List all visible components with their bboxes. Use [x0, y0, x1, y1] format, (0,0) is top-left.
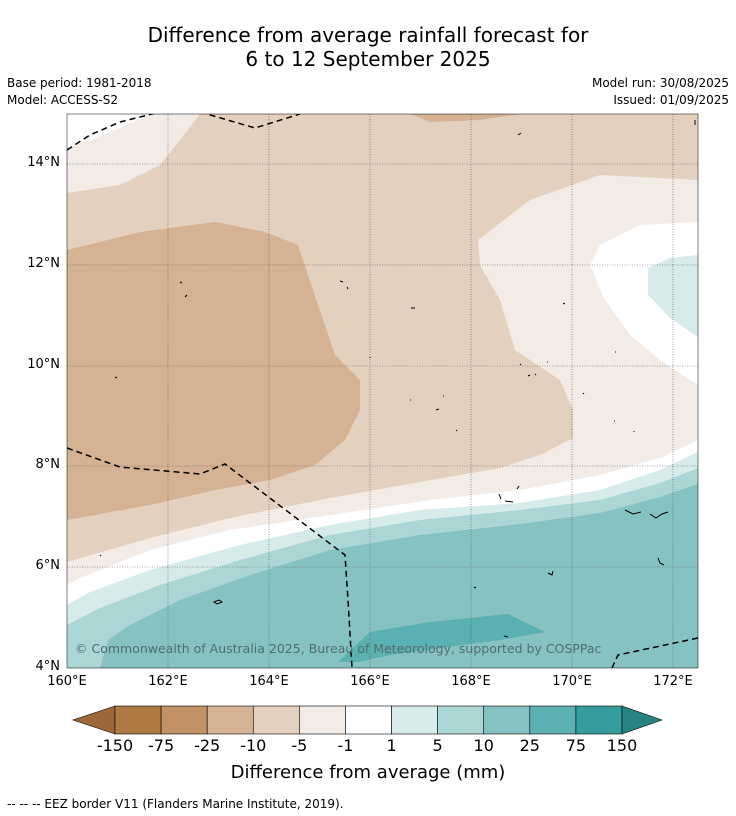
- fill-25-to-75: [338, 614, 545, 662]
- lat-label: 4°N: [35, 659, 61, 674]
- colorbar-title: Difference from average (mm): [230, 762, 506, 783]
- lat-label: 6°N: [35, 558, 61, 573]
- colorbar-swatch: [345, 705, 392, 735]
- lon-label: 162°E: [148, 674, 188, 689]
- colorbar-tick-label: -1: [337, 736, 354, 755]
- copyright-notice: © Commonwealth of Australia 2025, Bureau…: [75, 641, 602, 656]
- issued-date: Issued: 01/09/2025: [613, 93, 729, 107]
- colorbar-tick-label: 10: [473, 736, 494, 755]
- lat-label: 10°N: [27, 357, 60, 372]
- contour-fills: [67, 114, 698, 668]
- model-run: Model run: 30/08/2025: [591, 76, 729, 90]
- gridlines: [67, 114, 698, 668]
- colorbar-swatch: [529, 705, 577, 735]
- eez-footnote: -- -- -- EEZ border V11 (Flanders Marine…: [7, 797, 344, 811]
- map-title-line2: 6 to 12 September 2025: [245, 47, 491, 71]
- colorbar: [72, 705, 663, 735]
- colorbar-tick-label: 75: [565, 736, 587, 755]
- colorbar-tick-label: 5: [432, 736, 443, 755]
- lon-label: 172°E: [653, 674, 693, 689]
- colorbar-swatch: [299, 705, 346, 735]
- lon-label: 164°E: [249, 674, 289, 689]
- colorbar-tick-label: -10: [240, 736, 267, 755]
- fill-near-zero-nw: [67, 114, 150, 148]
- colorbar-tick-label: -150: [96, 736, 134, 755]
- lat-label: 14°N: [27, 155, 60, 170]
- colorbar-tick-label: 150: [606, 736, 638, 755]
- fill-minus-25-to-10: [67, 222, 360, 520]
- lat-label: 12°N: [27, 256, 60, 271]
- model-name: Model: ACCESS-S2: [7, 93, 119, 107]
- map-title-line1: Difference from average rainfall forecas…: [147, 23, 589, 47]
- eez-borders: [67, 114, 698, 668]
- islands: [99, 120, 696, 638]
- colorbar-extend-high: [621, 705, 663, 735]
- colorbar-tick-label: 25: [519, 736, 540, 755]
- lon-label: 170°E: [552, 674, 592, 689]
- colorbar-swatch: [160, 705, 208, 735]
- colorbar-swatch: [252, 705, 300, 735]
- colorbar-tick-label: -25: [194, 736, 221, 755]
- lon-label: 166°E: [350, 674, 390, 689]
- fill-10-to-25: [100, 484, 698, 668]
- colorbar-swatch: [206, 705, 254, 735]
- colorbar-tick-label: -75: [148, 736, 175, 755]
- colorbar-swatch: [575, 705, 623, 735]
- lat-label: 8°N: [35, 457, 61, 472]
- lon-label: 168°E: [451, 674, 491, 689]
- lon-label: 160°E: [47, 674, 87, 689]
- colorbar-swatch: [114, 705, 162, 735]
- colorbar-swatch: [391, 705, 438, 735]
- base-period: Base period: 1981-2018: [7, 76, 152, 90]
- fill-1-to-5-east: [648, 255, 698, 337]
- colorbar-swatch: [437, 705, 485, 735]
- map-frame: [66, 113, 699, 669]
- colorbar-tick-label: 1: [386, 736, 397, 755]
- fill-minus-25-top: [410, 114, 520, 122]
- colorbar-extend-low: [72, 705, 116, 735]
- colorbar-tick-label: -5: [291, 736, 308, 755]
- colorbar-swatch: [483, 705, 531, 735]
